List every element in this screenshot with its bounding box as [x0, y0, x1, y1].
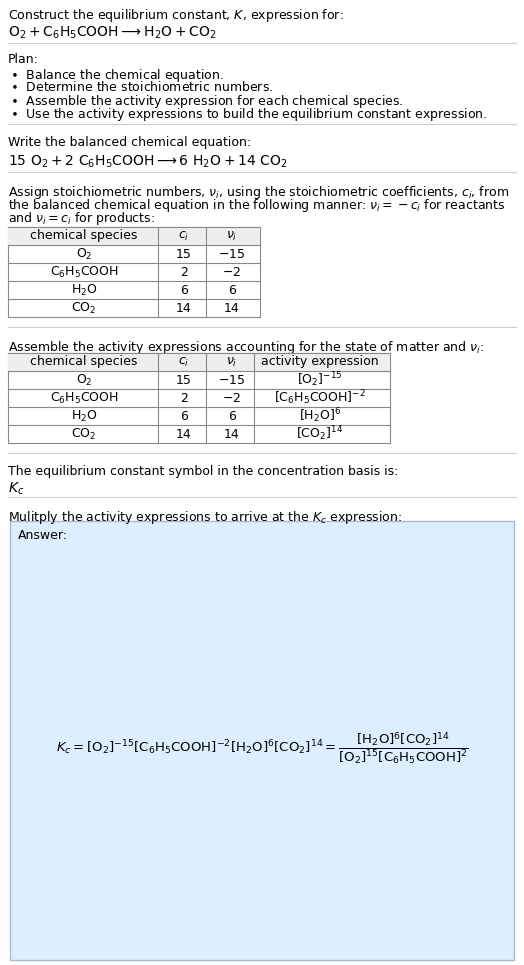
Bar — [10, 521, 514, 960]
Bar — [8, 227, 260, 245]
Text: $\bullet$  Determine the stoichiometric numbers.: $\bullet$ Determine the stoichiometric n… — [10, 80, 273, 94]
Bar — [8, 227, 260, 317]
Text: chemical species: chemical species — [30, 355, 138, 369]
Text: $\nu_i$: $\nu_i$ — [226, 230, 238, 242]
Text: 2: 2 — [180, 265, 188, 279]
Text: Write the balanced chemical equation:: Write the balanced chemical equation: — [8, 136, 251, 149]
Text: $-2$: $-2$ — [223, 392, 242, 404]
Text: $K_c$: $K_c$ — [8, 481, 24, 497]
Text: $-15$: $-15$ — [219, 373, 246, 387]
Text: 6: 6 — [228, 284, 236, 296]
Text: activity expression: activity expression — [261, 355, 379, 369]
Text: $\mathrm{O_2 + C_6H_5COOH \longrightarrow H_2O + CO_2}$: $\mathrm{O_2 + C_6H_5COOH \longrightarro… — [8, 25, 216, 41]
Text: $\bullet$  Balance the chemical equation.: $\bullet$ Balance the chemical equation. — [10, 67, 224, 84]
Text: 14: 14 — [176, 301, 192, 315]
Text: 6: 6 — [180, 409, 188, 423]
Text: $[\mathrm{O_2}]^{-15}$: $[\mathrm{O_2}]^{-15}$ — [297, 371, 343, 389]
Text: Construct the equilibrium constant, $K$, expression for:: Construct the equilibrium constant, $K$,… — [8, 7, 344, 24]
Text: 6: 6 — [228, 409, 236, 423]
Text: 14: 14 — [224, 301, 240, 315]
Text: Assemble the activity expressions accounting for the state of matter and $\nu_i$: Assemble the activity expressions accoun… — [8, 339, 484, 356]
Text: $\bullet$  Use the activity expressions to build the equilibrium constant expres: $\bullet$ Use the activity expressions t… — [10, 106, 487, 123]
Text: Plan:: Plan: — [8, 53, 39, 66]
Text: $\mathrm{CO_2}$: $\mathrm{CO_2}$ — [71, 427, 96, 442]
Text: $\mathrm{C_6H_5COOH}$: $\mathrm{C_6H_5COOH}$ — [50, 264, 118, 280]
Text: $[\mathrm{CO_2}]^{14}$: $[\mathrm{CO_2}]^{14}$ — [297, 425, 344, 443]
Text: $\mathrm{H_2O}$: $\mathrm{H_2O}$ — [71, 283, 97, 297]
Text: 6: 6 — [180, 284, 188, 296]
Text: and $\nu_i = c_i$ for products:: and $\nu_i = c_i$ for products: — [8, 210, 155, 227]
Text: Assign stoichiometric numbers, $\nu_i$, using the stoichiometric coefficients, $: Assign stoichiometric numbers, $\nu_i$, … — [8, 184, 509, 201]
Text: 2: 2 — [180, 392, 188, 404]
Text: Mulitply the activity expressions to arrive at the $K_c$ expression:: Mulitply the activity expressions to arr… — [8, 509, 402, 526]
Text: $\mathrm{O_2}$: $\mathrm{O_2}$ — [75, 246, 92, 262]
Text: $\bullet$  Assemble the activity expression for each chemical species.: $\bullet$ Assemble the activity expressi… — [10, 93, 403, 110]
Text: $c_i$: $c_i$ — [178, 230, 190, 242]
Text: Answer:: Answer: — [18, 529, 68, 542]
Text: $\mathrm{C_6H_5COOH}$: $\mathrm{C_6H_5COOH}$ — [50, 391, 118, 405]
Text: the balanced chemical equation in the following manner: $\nu_i = -c_i$ for react: the balanced chemical equation in the fo… — [8, 197, 506, 214]
Text: $[\mathrm{H_2O}]^{6}$: $[\mathrm{H_2O}]^{6}$ — [299, 406, 341, 426]
Text: $K_c = [\mathrm{O_2}]^{-15}[\mathrm{C_6H_5COOH}]^{-2}[\mathrm{H_2O}]^{6}[\mathrm: $K_c = [\mathrm{O_2}]^{-15}[\mathrm{C_6H… — [56, 731, 468, 766]
Text: $\nu_i$: $\nu_i$ — [226, 355, 238, 369]
Text: The equilibrium constant symbol in the concentration basis is:: The equilibrium constant symbol in the c… — [8, 465, 398, 478]
Text: $c_i$: $c_i$ — [178, 355, 190, 369]
Text: 15: 15 — [176, 373, 192, 387]
Text: 15: 15 — [176, 247, 192, 261]
Text: chemical species: chemical species — [30, 230, 138, 242]
Bar — [8, 353, 390, 371]
Text: 14: 14 — [224, 427, 240, 440]
Text: $\mathrm{CO_2}$: $\mathrm{CO_2}$ — [71, 300, 96, 316]
Text: $[\mathrm{C_6H_5COOH}]^{-2}$: $[\mathrm{C_6H_5COOH}]^{-2}$ — [274, 389, 366, 407]
Text: $\mathrm{H_2O}$: $\mathrm{H_2O}$ — [71, 408, 97, 424]
Bar — [8, 353, 390, 443]
Text: $\mathrm{O_2}$: $\mathrm{O_2}$ — [75, 372, 92, 388]
Text: 14: 14 — [176, 427, 192, 440]
Text: $\mathrm{15\ O_2 + 2\ C_6H_5COOH \longrightarrow 6\ H_2O + 14\ CO_2}$: $\mathrm{15\ O_2 + 2\ C_6H_5COOH \longri… — [8, 154, 288, 171]
Text: $-15$: $-15$ — [219, 247, 246, 261]
Text: $-2$: $-2$ — [223, 265, 242, 279]
